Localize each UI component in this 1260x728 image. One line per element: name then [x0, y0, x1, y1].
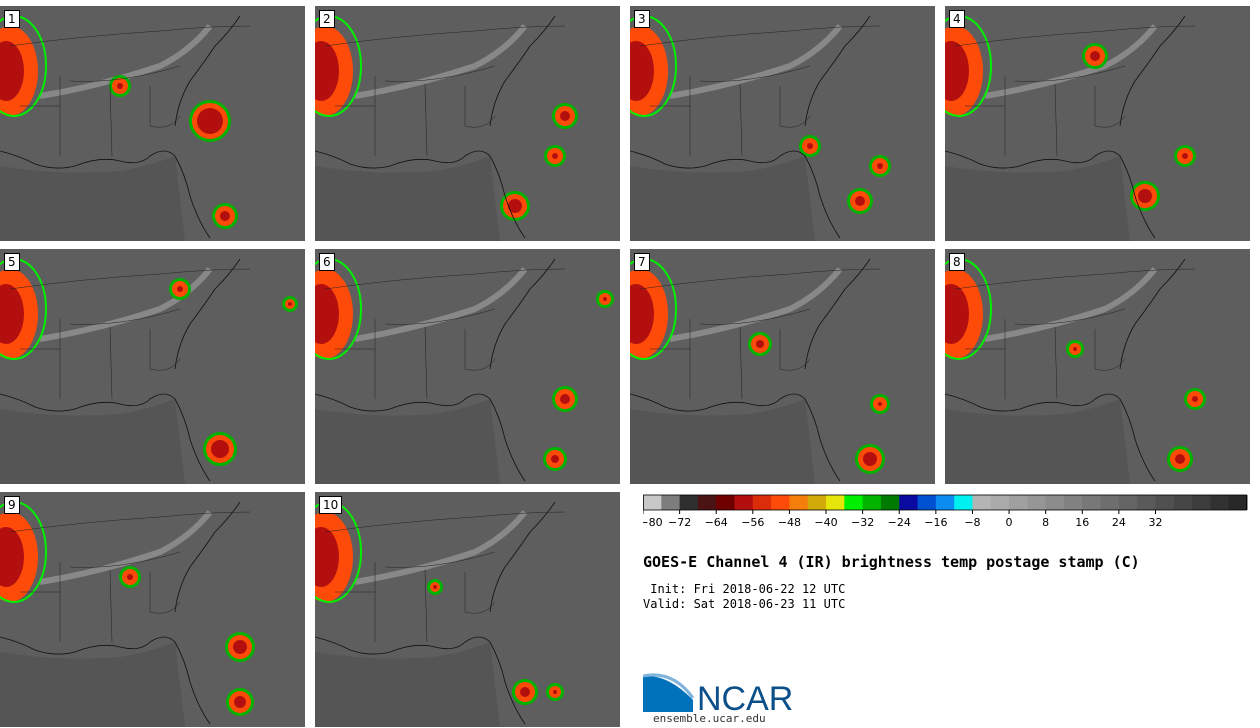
stamp-panel-3: 3 [630, 6, 935, 241]
colorbar-tick-label: −64 [705, 516, 728, 529]
colorbar-swatch [716, 495, 736, 510]
init-time: Init: Fri 2018-06-22 12 UTC [643, 582, 846, 596]
colorbar-swatch [1009, 495, 1028, 510]
ir-map [315, 249, 620, 484]
colorbar-tick-label: 32 [1148, 516, 1162, 529]
colorbar-swatch [954, 495, 973, 510]
stamp-panel-2: 2 [315, 6, 620, 241]
colorbar-tick-label: 24 [1112, 516, 1126, 529]
colorbar-tick-label: −16 [924, 516, 947, 529]
stamp-panel-6: 6 [315, 249, 620, 484]
panel-number-label: 7 [634, 253, 650, 271]
colorbar-swatch [1082, 495, 1102, 510]
colorbar-swatch [935, 495, 955, 510]
colorbar-tick-label: 16 [1075, 516, 1089, 529]
logo-text: NCAR [697, 680, 793, 714]
ir-map [0, 249, 305, 484]
colorbar-swatch [1228, 495, 1248, 510]
stamp-panel-10: 10 [315, 492, 620, 727]
figure-title: GOES-E Channel 4 (IR) brightness temp po… [643, 553, 1140, 571]
colorbar-swatch [661, 495, 681, 510]
colorbar-swatch [1063, 495, 1083, 510]
ir-map [630, 249, 935, 484]
colorbar-tick-label: −56 [741, 516, 764, 529]
colorbar-swatch [1118, 495, 1138, 510]
ir-map [945, 6, 1250, 241]
stamp-panel-5: 5 [0, 249, 305, 484]
colorbar-tick-label: 8 [1042, 516, 1049, 529]
colorbar-tick-label: −40 [814, 516, 837, 529]
colorbar-swatch [1192, 495, 1211, 510]
colorbar-swatch [789, 495, 809, 510]
stamp-panel-7: 7 [630, 249, 935, 484]
panel-number-label: 4 [949, 10, 965, 28]
colorbar-tick-label: −72 [668, 516, 691, 529]
colorbar-swatch [990, 495, 1010, 510]
colorbar-tick-label: −48 [778, 516, 801, 529]
stamp-panel-9: 9 [0, 492, 305, 727]
colorbar-swatch [1155, 495, 1175, 510]
panel-number-label: 6 [319, 253, 335, 271]
colorbar-swatch [734, 495, 754, 510]
colorbar-swatch [807, 495, 827, 510]
ir-map [315, 492, 620, 727]
colorbar-swatch [1027, 495, 1047, 510]
colorbar-swatch [972, 495, 992, 510]
stamp-panel-4: 4 [945, 6, 1250, 241]
ir-map [945, 249, 1250, 484]
colorbar-swatch [1210, 495, 1230, 510]
colorbar-swatch [917, 495, 937, 510]
ir-map [315, 6, 620, 241]
ir-map [630, 6, 935, 241]
panel-number-label: 5 [4, 253, 20, 271]
colorbar-swatch [899, 495, 919, 510]
colorbar-tick-label: 0 [1006, 516, 1013, 529]
colorbar-tick-label: −8 [964, 516, 980, 529]
colorbar-tick-label: −24 [888, 516, 911, 529]
colorbar-swatch [771, 495, 790, 510]
colorbar-tick-label: −80 [643, 516, 663, 529]
colorbar-tick-label: −32 [851, 516, 874, 529]
ncar-logo: NCAR [643, 673, 793, 714]
colorbar-swatch [1100, 495, 1120, 510]
colorbar-swatch [1137, 495, 1156, 510]
colorbar-swatch [826, 495, 845, 510]
ir-map [0, 6, 305, 241]
panel-number-label: 9 [4, 496, 20, 514]
colorbar-swatch [880, 495, 900, 510]
colorbar: −80 −72 −64 −56 −48 −40 −32 −24 −16 −8 0 8 16 24 32 [643, 494, 1248, 529]
logo-url: ensemble.ucar.edu [653, 712, 766, 725]
colorbar-swatch [752, 495, 772, 510]
colorbar-swatch [844, 495, 864, 510]
panel-number-label: 2 [319, 10, 335, 28]
panel-number-label: 1 [4, 10, 20, 28]
colorbar-swatch [679, 495, 699, 510]
colorbar-swatch [1173, 495, 1193, 510]
colorbar-swatch [862, 495, 882, 510]
colorbar-swatch [1045, 495, 1065, 510]
ir-map [0, 492, 305, 727]
panel-number-label: 3 [634, 10, 650, 28]
valid-time: Valid: Sat 2018-06-23 11 UTC [643, 597, 846, 611]
stamp-panel-8: 8 [945, 249, 1250, 484]
panel-number-label: 8 [949, 253, 965, 271]
colorbar-swatch [697, 495, 717, 510]
panel-number-label: 10 [319, 496, 343, 514]
stamp-panel-1: 1 [0, 6, 305, 241]
colorbar-swatch [643, 495, 662, 510]
